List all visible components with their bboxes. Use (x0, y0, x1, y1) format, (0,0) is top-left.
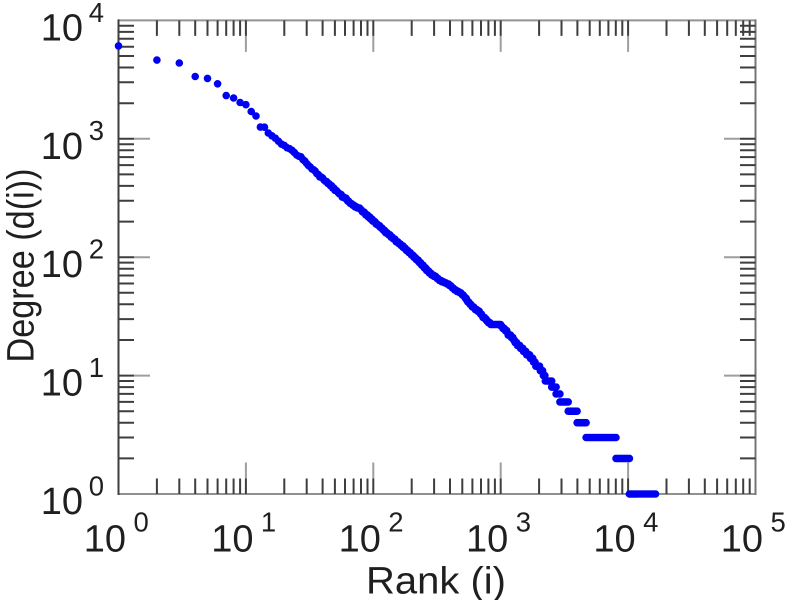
svg-text:10: 10 (721, 519, 763, 561)
svg-text:0: 0 (89, 470, 104, 501)
svg-text:2: 2 (388, 507, 403, 538)
svg-text:4: 4 (89, 0, 104, 28)
svg-text:Rank (i): Rank (i) (366, 561, 506, 600)
svg-text:10: 10 (41, 363, 83, 405)
svg-text:10: 10 (211, 519, 253, 561)
svg-text:10: 10 (41, 7, 83, 49)
svg-text:10: 10 (339, 519, 381, 561)
svg-text:2: 2 (89, 234, 104, 265)
svg-text:1: 1 (89, 352, 104, 383)
svg-text:10: 10 (41, 244, 83, 286)
svg-text:10: 10 (84, 519, 126, 561)
svg-text:10: 10 (41, 126, 83, 168)
svg-text:0: 0 (134, 507, 149, 538)
svg-text:3: 3 (89, 115, 104, 146)
svg-text:Degree (d(i)): Degree (d(i)) (1, 169, 43, 363)
svg-text:3: 3 (516, 507, 531, 538)
svg-text:10: 10 (41, 481, 83, 523)
svg-text:10: 10 (593, 519, 635, 561)
svg-text:1: 1 (261, 507, 276, 538)
svg-text:5: 5 (771, 507, 785, 538)
svg-text:10: 10 (466, 519, 508, 561)
svg-text:4: 4 (643, 507, 658, 538)
